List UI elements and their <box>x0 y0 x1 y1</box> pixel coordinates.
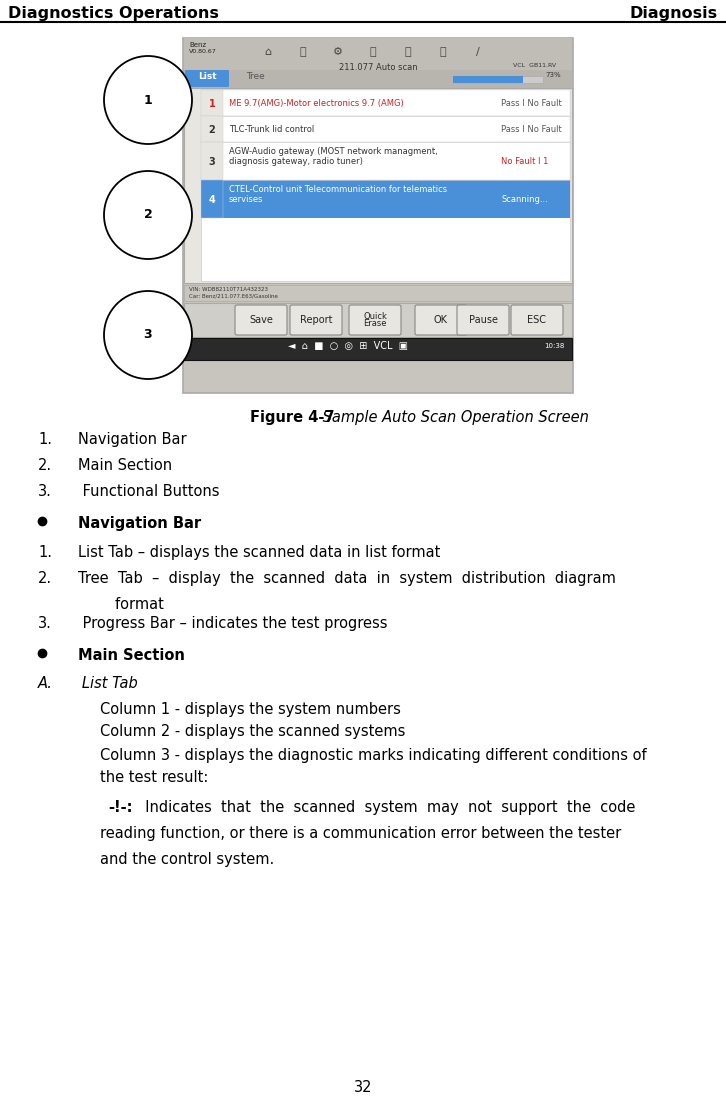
FancyBboxPatch shape <box>349 305 401 335</box>
Text: Navigation Bar: Navigation Bar <box>78 432 187 447</box>
Text: ❓: ❓ <box>404 46 412 58</box>
Bar <box>184 38 572 70</box>
Text: List Tab – displays the scanned data in list format: List Tab – displays the scanned data in … <box>78 545 441 560</box>
Bar <box>184 88 572 283</box>
Text: 4: 4 <box>208 195 216 205</box>
Text: Pass I No Fault: Pass I No Fault <box>501 100 562 108</box>
Text: 1.: 1. <box>38 545 52 560</box>
Text: 2: 2 <box>144 209 152 221</box>
Text: Column 2 - displays the scanned systems: Column 2 - displays the scanned systems <box>100 724 405 739</box>
Text: TLC-Trunk lid control: TLC-Trunk lid control <box>229 125 314 134</box>
Text: diagnosis gateway, radio tuner): diagnosis gateway, radio tuner) <box>229 157 363 166</box>
Bar <box>201 142 570 180</box>
Text: CTEL-Control unit Telecommunication for telematics: CTEL-Control unit Telecommunication for … <box>229 185 447 194</box>
Text: Diagnostics Operations: Diagnostics Operations <box>8 6 219 21</box>
Text: OK: OK <box>434 315 448 325</box>
Text: List: List <box>197 72 216 81</box>
Text: 🖨: 🖨 <box>370 46 376 58</box>
Text: 👤: 👤 <box>300 46 306 58</box>
Text: Sample Auto Scan Operation Screen: Sample Auto Scan Operation Screen <box>318 410 589 425</box>
Text: No Fault I 1: No Fault I 1 <box>501 157 548 166</box>
Text: A.: A. <box>38 676 53 691</box>
Bar <box>184 70 572 88</box>
Text: 1.: 1. <box>38 432 52 447</box>
Bar <box>453 76 543 83</box>
Text: 73%: 73% <box>545 72 561 79</box>
Bar <box>201 180 223 218</box>
Bar <box>201 180 570 218</box>
Bar <box>201 90 223 116</box>
Text: VIN: WDB82110T71A432323: VIN: WDB82110T71A432323 <box>189 286 268 292</box>
Text: Pass I No Fault: Pass I No Fault <box>501 125 562 134</box>
Text: ⚙: ⚙ <box>333 46 343 58</box>
Bar <box>201 116 223 142</box>
Text: Column 3 - displays the diagnostic marks indicating different conditions of: Column 3 - displays the diagnostic marks… <box>100 748 647 763</box>
Text: servises: servises <box>229 195 264 204</box>
Bar <box>453 76 523 83</box>
FancyBboxPatch shape <box>415 305 467 335</box>
Text: Tree: Tree <box>245 72 264 81</box>
Text: Benz: Benz <box>189 42 206 48</box>
Bar <box>184 338 572 359</box>
Text: Scanning...: Scanning... <box>501 195 547 204</box>
Text: ESC: ESC <box>528 315 547 325</box>
FancyBboxPatch shape <box>235 305 287 335</box>
Bar <box>201 116 570 142</box>
Bar <box>201 90 570 116</box>
Text: reading function, or there is a communication error between the tester: reading function, or there is a communic… <box>100 826 621 841</box>
Text: 3.: 3. <box>38 616 52 632</box>
FancyBboxPatch shape <box>185 70 229 87</box>
Text: ◄  ⌂  ■  ○  ◎  ⊞  VCL  ▣: ◄ ⌂ ■ ○ ◎ ⊞ VCL ▣ <box>288 341 408 351</box>
Text: Indicates  that  the  scanned  system  may  not  support  the  code: Indicates that the scanned system may no… <box>136 800 635 815</box>
Text: Report: Report <box>300 315 333 325</box>
Text: format: format <box>78 597 164 612</box>
Text: Tree  Tab  –  display  the  scanned  data  in  system  distribution  diagram: Tree Tab – display the scanned data in s… <box>78 571 616 586</box>
Text: AGW-Audio gateway (MOST network managment,: AGW-Audio gateway (MOST network managmen… <box>229 147 438 156</box>
Text: V0.80.67: V0.80.67 <box>189 49 217 54</box>
Text: Figure 4-7: Figure 4-7 <box>250 410 335 425</box>
Text: 32: 32 <box>354 1079 372 1095</box>
Text: Functional Buttons: Functional Buttons <box>78 484 219 499</box>
Text: List Tab: List Tab <box>68 676 138 691</box>
Text: ⌂: ⌂ <box>264 46 272 58</box>
Text: Erase: Erase <box>363 319 387 328</box>
Text: the test result:: the test result: <box>100 770 208 785</box>
Bar <box>201 88 570 281</box>
Text: Main Section: Main Section <box>78 648 185 662</box>
Text: VCL  GB11.RV: VCL GB11.RV <box>513 63 557 67</box>
Text: 3.: 3. <box>38 484 52 499</box>
Text: 10:38: 10:38 <box>544 343 565 349</box>
Text: 2: 2 <box>208 125 216 135</box>
Text: Pause: Pause <box>468 315 497 325</box>
Text: Progress Bar – indicates the test progress: Progress Bar – indicates the test progre… <box>78 616 388 632</box>
FancyBboxPatch shape <box>290 305 342 335</box>
Text: 2.: 2. <box>38 458 52 473</box>
Text: /: / <box>476 46 480 58</box>
Text: 211.077 Auto scan: 211.077 Auto scan <box>339 63 417 72</box>
Text: 💾: 💾 <box>440 46 446 58</box>
FancyBboxPatch shape <box>511 305 563 335</box>
Text: 1: 1 <box>208 100 216 109</box>
Text: 1: 1 <box>144 94 152 106</box>
Text: Save: Save <box>249 315 273 325</box>
Bar <box>184 303 572 337</box>
Text: Column 1 - displays the system numbers: Column 1 - displays the system numbers <box>100 702 401 717</box>
Text: -!-:: -!-: <box>108 800 133 815</box>
Text: Quick: Quick <box>363 312 387 321</box>
FancyBboxPatch shape <box>457 305 509 335</box>
Text: Main Section: Main Section <box>78 458 172 473</box>
Text: ME 9.7(AMG)-Motor electronics 9.7 (AMG): ME 9.7(AMG)-Motor electronics 9.7 (AMG) <box>229 100 404 108</box>
Bar <box>201 142 223 180</box>
Text: Navigation Bar: Navigation Bar <box>78 517 201 531</box>
Text: 3: 3 <box>144 328 152 342</box>
Text: and the control system.: and the control system. <box>100 852 274 867</box>
Text: Diagnosis: Diagnosis <box>630 6 718 21</box>
Bar <box>184 285 572 301</box>
Text: 2.: 2. <box>38 571 52 586</box>
Text: 3: 3 <box>208 157 216 167</box>
Bar <box>183 38 573 393</box>
Text: Car: Benz/211.077.E63/Gasoline: Car: Benz/211.077.E63/Gasoline <box>189 294 278 299</box>
